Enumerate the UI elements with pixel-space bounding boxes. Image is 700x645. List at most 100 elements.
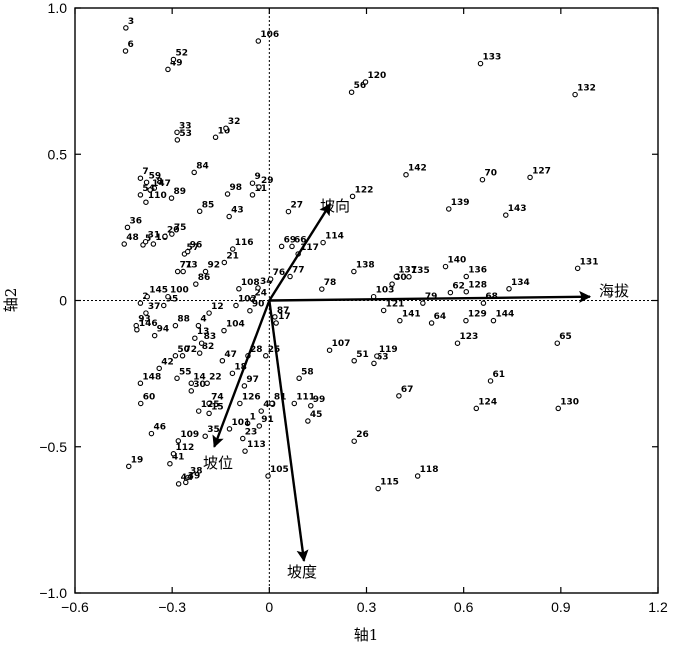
sample-point	[351, 438, 357, 444]
sample-point	[170, 56, 177, 63]
sample-point	[195, 408, 202, 414]
sample-point	[326, 347, 333, 353]
sample-point	[184, 248, 191, 255]
sample-point-label: 58	[301, 367, 314, 377]
sample-point-label: 42	[161, 357, 174, 367]
sample-point-label: 69	[284, 235, 297, 245]
sample-point-label: 3	[128, 17, 134, 27]
sample-point-label: 140	[448, 256, 467, 266]
sample-point-label: 41	[172, 453, 185, 463]
sample-point	[165, 66, 171, 73]
sample-point-label: 44	[181, 473, 194, 483]
sample-point	[362, 79, 369, 85]
sample-point	[351, 358, 357, 364]
sample-point	[414, 473, 421, 479]
sample-point	[148, 430, 155, 437]
sample-point-label: 70	[484, 169, 497, 179]
sample-point-label: 87	[277, 306, 290, 316]
sample-point	[224, 191, 231, 197]
sample-point	[258, 408, 264, 414]
sample-point-label: 45	[310, 410, 323, 420]
sample-point-label: 30	[193, 380, 206, 390]
sample-point	[296, 375, 302, 382]
sample-point-label: 48	[126, 233, 139, 243]
sample-point	[249, 180, 256, 186]
sample-point-label: 35	[207, 425, 220, 435]
sample-point-label: 23	[245, 428, 258, 438]
sample-point-label: 10	[218, 126, 231, 136]
sample-point-label: 122	[355, 185, 374, 195]
sample-point	[265, 473, 271, 479]
sample-point	[308, 403, 314, 409]
sample-point-label: 91	[261, 415, 274, 425]
sample-point-label: 78	[324, 278, 337, 288]
sample-point	[196, 208, 203, 215]
sample-point	[179, 353, 186, 359]
sample-point	[147, 187, 153, 193]
sample-point-label: 36	[129, 216, 142, 226]
vector-label: 坡位	[203, 454, 233, 472]
sample-point-label: 129	[468, 310, 487, 320]
x-tick-label: 0.3	[357, 599, 377, 615]
sample-point	[223, 125, 229, 131]
sample-point-label: 95	[166, 294, 179, 304]
sample-point-label: 89	[174, 187, 187, 197]
vector-arrow	[212, 300, 271, 448]
sample-point	[428, 320, 435, 326]
sample-point	[380, 307, 387, 314]
sample-point	[137, 400, 144, 407]
sample-point	[233, 302, 239, 309]
sample-point-label: 146	[139, 319, 158, 329]
sample-point-label: 147	[152, 179, 171, 189]
sample-point	[134, 326, 140, 333]
sample-point-label: 73	[185, 261, 198, 271]
sample-point	[249, 296, 256, 303]
sample-point-label: 9	[254, 172, 260, 182]
sample-point-label: 15	[211, 402, 224, 412]
sample-point	[151, 332, 158, 339]
sample-point-label: 141	[402, 310, 421, 320]
sample-point-label: 130	[560, 397, 579, 407]
sample-point	[206, 400, 212, 407]
sample-point-label: 72	[185, 345, 198, 355]
sample-point	[196, 350, 203, 356]
sample-point	[319, 286, 325, 292]
sample-point	[193, 281, 199, 287]
sample-point-label: 19	[131, 455, 144, 465]
sample-point	[256, 184, 262, 190]
sample-point	[375, 485, 381, 492]
sample-point-label: 16	[155, 233, 168, 243]
sample-point-label: 115	[380, 478, 399, 488]
x-tick-label: 0	[265, 599, 273, 615]
sample-point	[255, 285, 261, 291]
sample-point-label: 148	[142, 372, 161, 382]
sample-point-label: 86	[198, 273, 211, 283]
sample-point	[162, 233, 168, 240]
sample-point-label: 13	[197, 327, 210, 337]
sample-point-label: 61	[493, 370, 506, 380]
sample-point	[503, 212, 509, 218]
sample-point	[121, 241, 127, 247]
sample-point-label: 142	[408, 164, 427, 174]
x-tick-label: 0.6	[454, 599, 474, 615]
sample-point	[202, 268, 209, 275]
sample-point-label: 119	[379, 345, 398, 355]
sample-point-label: 127	[532, 166, 551, 176]
sample-point-label: 80	[394, 273, 407, 283]
sample-point-label: 34	[260, 277, 273, 287]
sample-point-label: 113	[247, 440, 266, 450]
sample-point-label: 37	[148, 302, 161, 312]
sample-point	[291, 400, 298, 407]
sample-point-label: 138	[356, 261, 375, 271]
sample-point-label: 96	[190, 241, 203, 251]
sample-point	[172, 322, 179, 329]
sample-point	[137, 192, 144, 198]
sample-point	[185, 474, 191, 481]
sample-point-label: 90	[252, 300, 265, 310]
sample-point	[174, 268, 181, 275]
sample-point	[172, 353, 179, 359]
sample-point	[255, 38, 262, 44]
sample-point	[446, 206, 452, 212]
y-tick-label: −1.0	[39, 585, 67, 601]
sample-point	[374, 353, 380, 359]
